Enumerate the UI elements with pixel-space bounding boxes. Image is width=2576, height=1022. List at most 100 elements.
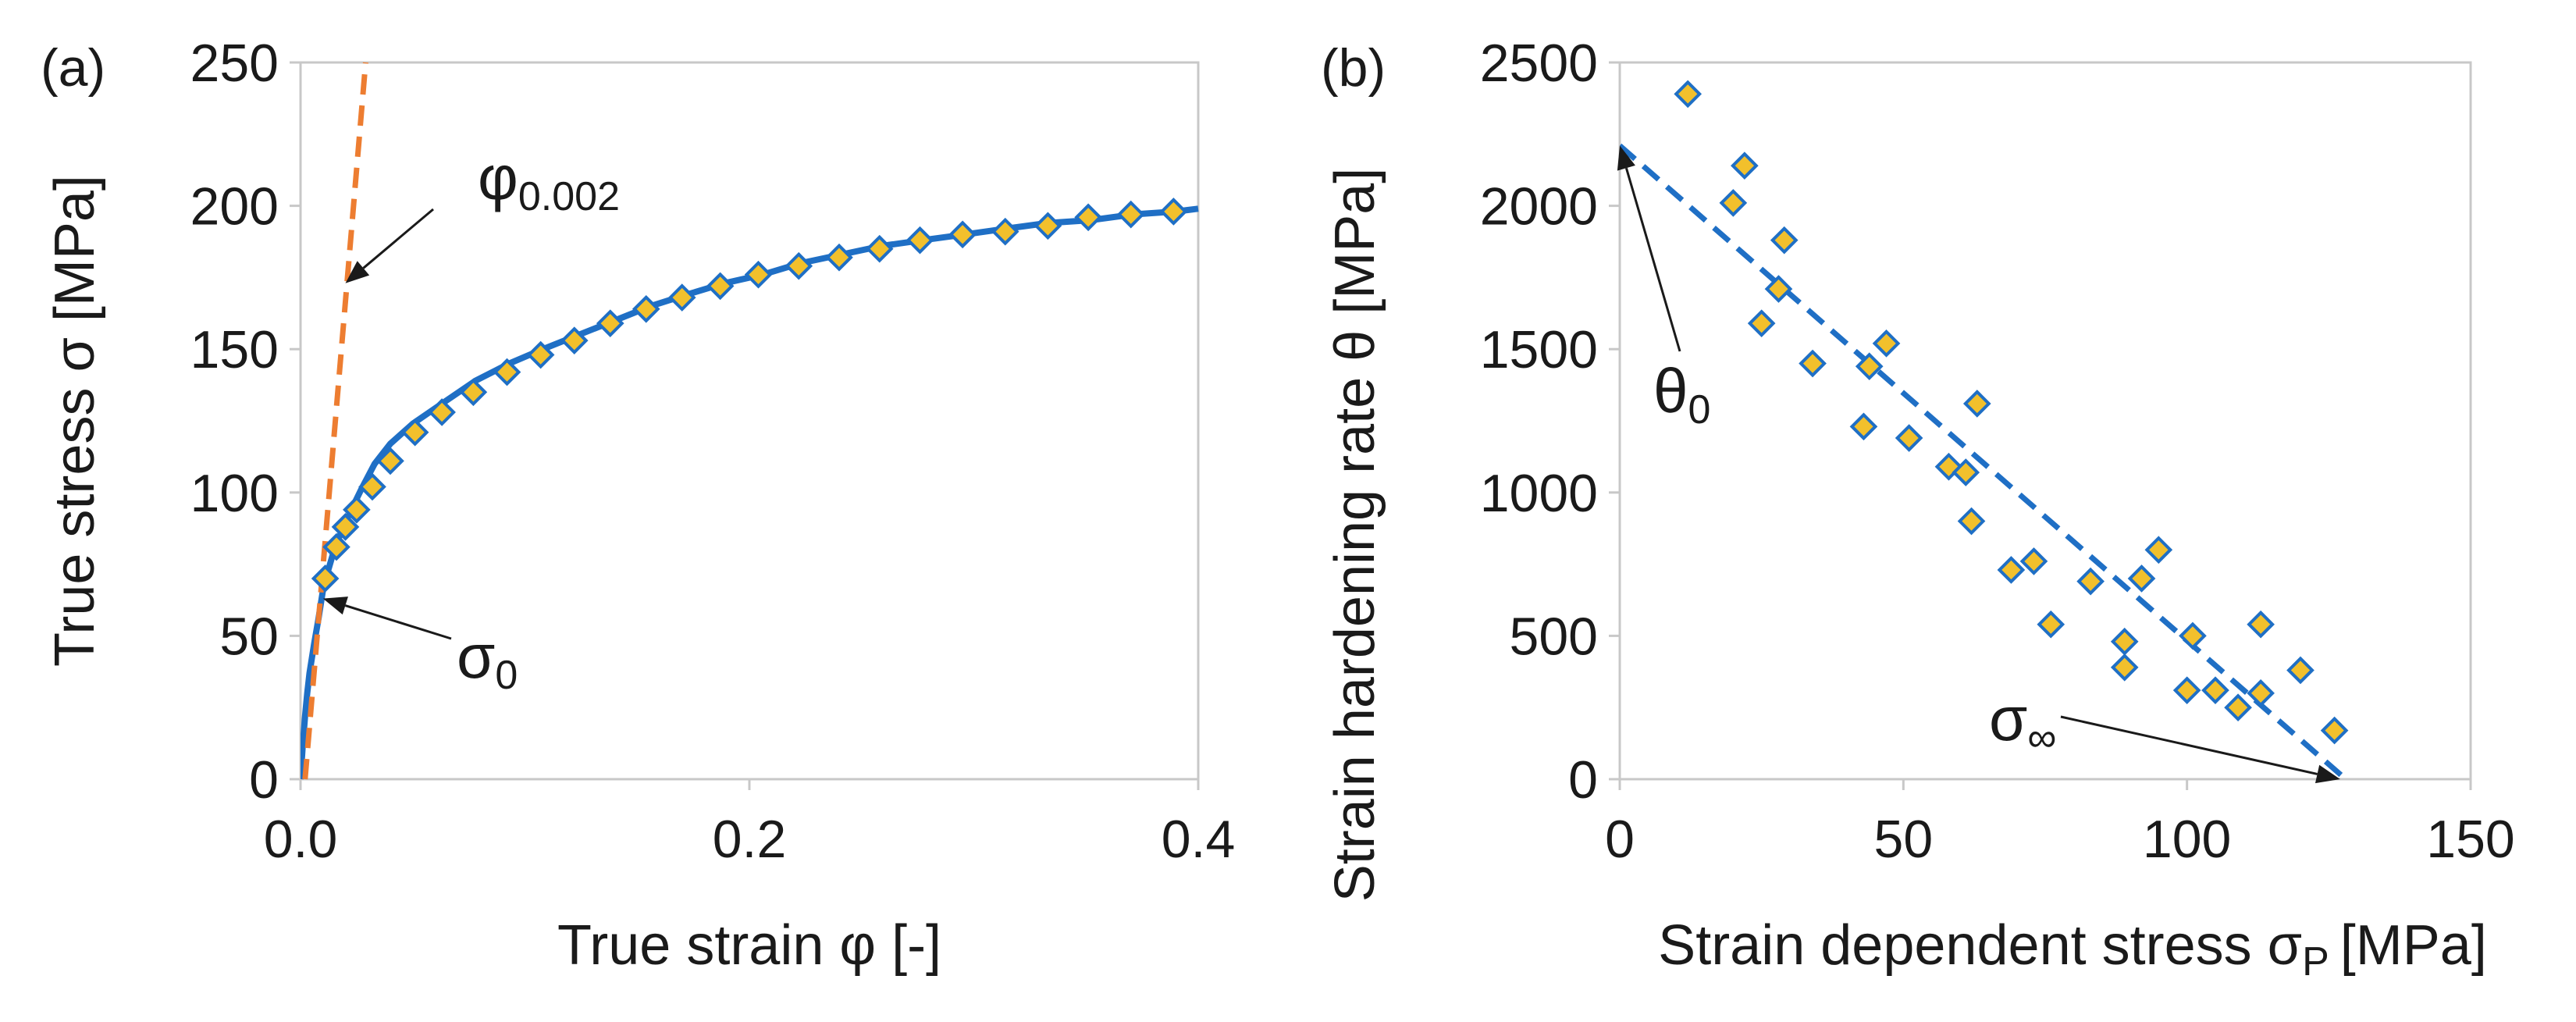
panel-a: (a) 0 50 100 150 200 250 0.0 0.2 0.4 True stres… (41, 34, 1235, 977)
xtick-label: 0.0 (264, 810, 338, 869)
data-point-marker (865, 234, 894, 263)
series-line-flow-curve (301, 205, 1199, 780)
panel-b-plot-frame (1618, 61, 2472, 781)
panel-a-label: (a) (41, 38, 105, 98)
panel-b-xlabel-subscript: P (2302, 939, 2329, 985)
annotation-theta0-subscript: 0 (1688, 387, 1711, 433)
data-point-marker (596, 309, 624, 337)
annotation-theta0-label: θ0 (1653, 356, 1710, 433)
annotation-theta0-arrowhead (1617, 145, 1635, 171)
data-point-marker (2127, 564, 2156, 593)
data-point-marker (400, 418, 429, 447)
panel-b-xticks: 0 50 100 150 (1605, 779, 2515, 869)
data-point-marker (343, 496, 371, 524)
panel-a-ylabel: True stress σ [MPa] (44, 175, 106, 667)
annotation-sigma0-arrow (344, 604, 452, 640)
annotation-sigma0-symbol: σ (457, 621, 495, 691)
data-point-marker (1719, 189, 1748, 217)
data-point-marker (1997, 556, 2026, 584)
data-point-marker (1895, 424, 1923, 452)
xtick-label: 50 (1874, 810, 1934, 869)
data-point-marker (825, 243, 853, 272)
xtick-label: 150 (2426, 810, 2514, 869)
data-point-marker (2076, 567, 2105, 596)
data-point-marker (1957, 507, 1986, 536)
annotation-sigmainf-label: σ∞ (1989, 684, 2056, 760)
data-point-marker (1159, 198, 1188, 226)
panel-b-xlabel-main: Strain dependent stress σ (1658, 914, 2302, 977)
panel-b-xlabel-unit: [MPa] (2340, 914, 2487, 977)
data-point-marker (2320, 716, 2349, 745)
ytick-label: 100 (190, 464, 279, 523)
annotation-phi-arrow (362, 208, 434, 269)
series-line-dashed (1620, 143, 2348, 781)
data-point-marker (2224, 693, 2252, 722)
data-point-marker (1872, 329, 1901, 358)
data-point-marker (526, 340, 555, 369)
series-line-dashed (302, 62, 368, 780)
xtick-label: 100 (2143, 810, 2231, 869)
data-point-marker (2179, 621, 2207, 650)
annotation-phi-arrowhead (345, 261, 370, 283)
data-point-marker (1799, 349, 1827, 378)
annotation-theta0-arrow (1624, 167, 1681, 352)
data-point-marker (2019, 547, 2048, 575)
data-point-marker (322, 532, 350, 561)
data-point-marker (459, 378, 488, 407)
data-point-marker (667, 283, 696, 312)
data-point-marker (358, 472, 386, 501)
data-point-marker (331, 513, 360, 541)
panel-b-yticks: 0 500 1000 1500 2000 2500 (1480, 34, 1620, 810)
data-point-marker (1747, 309, 1776, 337)
annotation-phi-subscript: 0.002 (518, 174, 620, 219)
annotation-sigmainf-symbol: σ (1989, 684, 2027, 753)
ytick-label: 0 (249, 750, 279, 810)
data-point-marker (2110, 627, 2139, 656)
data-point-marker (2144, 536, 2173, 564)
ytick-label: 1000 (1480, 464, 1598, 523)
panel-a-yticks: 0 50 100 150 200 250 (190, 34, 301, 810)
data-point-marker (632, 294, 660, 323)
xtick-label: 0 (1605, 810, 1635, 869)
data-point-marker (376, 447, 404, 475)
data-point-marker (1855, 352, 1884, 381)
data-point-marker (2172, 676, 2201, 704)
data-point-marker (906, 226, 934, 255)
data-point-marker (1849, 412, 1878, 441)
annotation-sigmainf-subscript: ∞ (2027, 715, 2056, 760)
annotation-phi-symbol: φ (478, 143, 518, 212)
xtick-label: 0.4 (1162, 810, 1236, 869)
ytick-label: 0 (1568, 750, 1598, 810)
data-point-marker (2286, 656, 2314, 685)
annotation-sigma0-label: σ0 (457, 621, 518, 698)
data-point-marker (2037, 610, 2065, 639)
ytick-label: 250 (190, 34, 279, 93)
ytick-label: 50 (219, 607, 279, 666)
ytick-label: 200 (190, 177, 279, 237)
data-point-marker (1770, 226, 1799, 255)
data-point-marker (493, 358, 521, 386)
data-point-marker (2247, 610, 2275, 639)
annotation-sigmainf-arrow (2060, 715, 2318, 775)
panel-a-xticks: 0.0 0.2 0.4 (264, 779, 1236, 869)
panel-b-label: (b) (1321, 38, 1386, 98)
data-point-marker (744, 260, 773, 289)
data-point-marker (1731, 151, 1759, 180)
panel-b-series (1620, 80, 2349, 781)
panel-b-xlabel: Strain dependent stress σP [MPa] (1658, 914, 2487, 985)
ytick-label: 2500 (1480, 34, 1598, 93)
xtick-label: 0.2 (713, 810, 787, 869)
data-point-marker (1952, 458, 1980, 486)
data-point-marker (2247, 679, 2275, 707)
panel-a-xlabel: True strain φ [-] (557, 914, 941, 977)
data-point-marker (311, 564, 340, 593)
data-point-marker (991, 217, 1019, 246)
data-point-marker (948, 220, 977, 249)
panel-b: (b) 0 500 1000 1500 2000 2500 0 50 100 150 Strai… (1321, 34, 2515, 985)
ytick-label: 1500 (1480, 320, 1598, 379)
data-point-marker (1116, 200, 1145, 229)
panel-a-series (301, 62, 1199, 780)
annotation-phi-label: φ0.002 (478, 143, 620, 219)
panel-a-plot-frame (299, 61, 1200, 781)
